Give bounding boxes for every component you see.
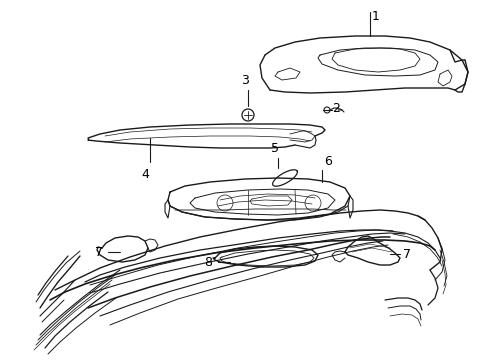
Text: 5: 5	[271, 142, 279, 155]
Text: 2: 2	[332, 102, 340, 114]
Text: 8: 8	[204, 256, 212, 269]
Text: 3: 3	[241, 74, 249, 87]
Text: 7: 7	[403, 248, 411, 261]
Text: 1: 1	[372, 10, 380, 23]
Text: 7: 7	[95, 246, 103, 258]
Text: 4: 4	[141, 168, 149, 181]
Text: 6: 6	[324, 155, 332, 168]
